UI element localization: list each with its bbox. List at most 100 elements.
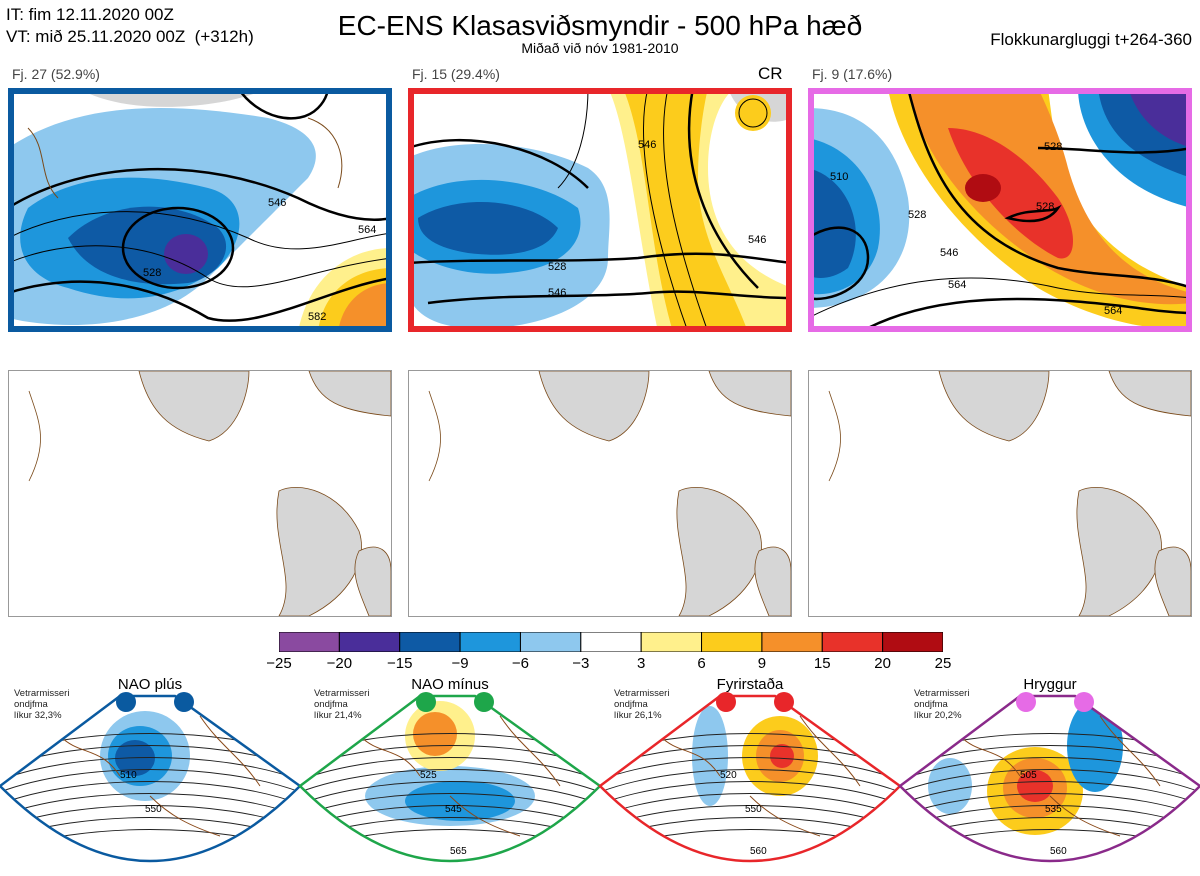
regime-frame bbox=[598, 694, 902, 863]
cluster-3-contour-2: 528 bbox=[908, 209, 926, 221]
height-contour bbox=[300, 781, 600, 805]
regime-fans: 510 550 525 545 565 520 550 560 505 535 560 bbox=[0, 692, 1200, 863]
regime-contour-label: 560 bbox=[750, 846, 767, 857]
cluster-1-contour-2: 564 bbox=[358, 224, 376, 236]
regime-stats: Vetrarmisseri ondjfma líkur 20,2% bbox=[914, 688, 970, 721]
regime-dot bbox=[774, 692, 794, 712]
cluster-1-contour-3: 528 bbox=[143, 267, 161, 279]
regime-stats: Vetrarmisseri ondjfma líkur 32,3% bbox=[14, 688, 70, 721]
regime-contour-label: 560 bbox=[1050, 846, 1067, 857]
regime-map: 510 550 bbox=[0, 692, 302, 863]
height-contour bbox=[300, 793, 600, 817]
regime-dot bbox=[174, 692, 194, 712]
colorbar-swatch bbox=[761, 631, 823, 653]
height-contour bbox=[300, 769, 600, 793]
regime-contour-label: 505 bbox=[1020, 770, 1037, 781]
coastline bbox=[59, 715, 261, 837]
cluster-3-contour-6: 528 bbox=[1036, 201, 1054, 213]
colorbar-tick-label: 20 bbox=[874, 655, 891, 672]
cluster-3-contour-5: 564 bbox=[1104, 305, 1122, 317]
regime-map: 525 545 565 bbox=[298, 692, 602, 863]
cluster-2-contour-3: 546 bbox=[638, 139, 656, 151]
regime-dot bbox=[716, 692, 736, 712]
coastline bbox=[659, 715, 861, 837]
cluster-2-contour-2: 546 bbox=[548, 287, 566, 299]
colorbar-tick-label: 15 bbox=[813, 655, 831, 672]
colorbar-tick-label: −6 bbox=[511, 655, 529, 672]
height-contour bbox=[900, 769, 1200, 793]
cluster-2-frame bbox=[408, 88, 792, 332]
regime-contour-label: 510 bbox=[120, 770, 137, 781]
regime-contour-label: 550 bbox=[145, 804, 162, 815]
colorbar-swatch bbox=[882, 631, 944, 653]
height-contour bbox=[900, 757, 1200, 781]
regimes-row: 510 550 525 545 565 520 550 560 505 535 560 bbox=[0, 676, 1200, 871]
cluster-2-contour-1: 528 bbox=[548, 261, 566, 273]
cluster-1-frame bbox=[8, 88, 392, 332]
colorbar-swatch bbox=[459, 631, 521, 653]
colorbar-swatch bbox=[278, 631, 340, 653]
colorbar-tick-label: 25 bbox=[934, 655, 952, 672]
height-contour bbox=[600, 769, 900, 793]
regime-contour-label: 545 bbox=[445, 804, 462, 815]
colorbar-tick-label: 3 bbox=[637, 655, 646, 672]
colorbar-swatch bbox=[821, 631, 884, 653]
colorbar-tick-label: 6 bbox=[697, 655, 706, 672]
colorbar-tick-label: −9 bbox=[451, 655, 469, 672]
regime-contour-label: 520 bbox=[720, 770, 737, 781]
classification-window: Flokkunargluggi t+264-360 bbox=[990, 30, 1192, 49]
regime-frame bbox=[898, 694, 1200, 863]
height-contour bbox=[600, 757, 900, 781]
regime-dot bbox=[1016, 692, 1036, 712]
regime-frame bbox=[0, 694, 302, 863]
cluster-map-3: 510 528 546 564 564 528 528 bbox=[808, 88, 1192, 332]
colorbar-swatch bbox=[338, 631, 401, 653]
regime-name: NAO plús bbox=[117, 676, 183, 693]
header-times: IT: fim 12.11.2020 00Z VT: mið 25.11.202… bbox=[6, 4, 254, 48]
height-contour bbox=[900, 793, 1200, 817]
cluster-3-contour-3: 546 bbox=[940, 247, 958, 259]
regime-dot bbox=[116, 692, 136, 712]
colorbar-swatches bbox=[278, 631, 944, 653]
regime-stats: Vetrarmisseri ondjfma líkur 21,4% bbox=[314, 688, 370, 721]
height-contour bbox=[900, 781, 1200, 805]
height-contour bbox=[0, 793, 300, 817]
cluster-1-label: Fj. 27 (52.9%) bbox=[12, 66, 100, 82]
colorbar-tick-label: −25 bbox=[266, 655, 292, 672]
colorbar-ticks: −25 −20 −15 −9 −6 −3 3 6 9 15 20 25 bbox=[0, 655, 1200, 675]
valid-time: VT: mið 25.11.2020 00Z (+312h) bbox=[6, 27, 254, 46]
height-contour bbox=[0, 769, 300, 793]
cluster-map-2: 528 546 546 546 bbox=[408, 88, 792, 332]
height-contour bbox=[0, 781, 300, 805]
regime-contour-label: 535 bbox=[1045, 804, 1062, 815]
height-contour bbox=[300, 757, 600, 781]
cluster-3-label: Fj. 9 (17.6%) bbox=[812, 66, 893, 82]
colorbar-tick-label: −20 bbox=[326, 655, 353, 672]
regime-contour-label: 550 bbox=[745, 804, 762, 815]
anomaly-blob bbox=[770, 744, 794, 768]
colorbar-swatch bbox=[701, 631, 763, 653]
colorbar bbox=[278, 631, 944, 653]
regime-stats: Vetrarmisseri ondjfma líkur 26,1% bbox=[614, 688, 670, 721]
coastline bbox=[959, 715, 1161, 837]
init-time: IT: fim 12.11.2020 00Z bbox=[6, 5, 174, 24]
colorbar-swatch bbox=[399, 631, 461, 653]
cluster-1-contour-4: 582 bbox=[308, 311, 326, 323]
page-subtitle: Miðað við nóv 1981-2010 bbox=[521, 40, 679, 56]
cluster-3-contour-1: 510 bbox=[830, 171, 848, 183]
colorbar-tick-label: 9 bbox=[757, 655, 767, 672]
regime-contour-label: 565 bbox=[450, 846, 467, 857]
regime-dot bbox=[474, 692, 494, 712]
cluster-3-frame bbox=[808, 88, 1192, 332]
coastline bbox=[359, 715, 561, 837]
cluster-2-tag: CR bbox=[758, 64, 783, 83]
colorbar-swatch bbox=[640, 631, 703, 653]
height-contour bbox=[600, 793, 900, 817]
regime-name: Hryggur bbox=[1023, 676, 1077, 693]
height-contour bbox=[600, 781, 900, 805]
cluster-2-contour-4: 546 bbox=[748, 234, 766, 246]
basemap-2 bbox=[408, 370, 792, 617]
cluster-map-1: 546 564 528 582 bbox=[8, 88, 392, 332]
cluster-3-contour-7: 528 bbox=[1044, 141, 1062, 153]
regime-dot bbox=[416, 692, 436, 712]
